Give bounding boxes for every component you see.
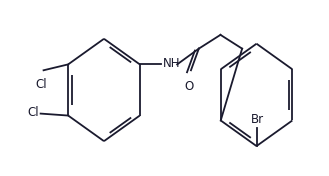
Text: NH: NH bbox=[163, 57, 180, 70]
Text: O: O bbox=[184, 80, 193, 93]
Text: Cl: Cl bbox=[27, 106, 38, 119]
Text: Cl: Cl bbox=[36, 78, 47, 91]
Text: Br: Br bbox=[251, 113, 264, 126]
